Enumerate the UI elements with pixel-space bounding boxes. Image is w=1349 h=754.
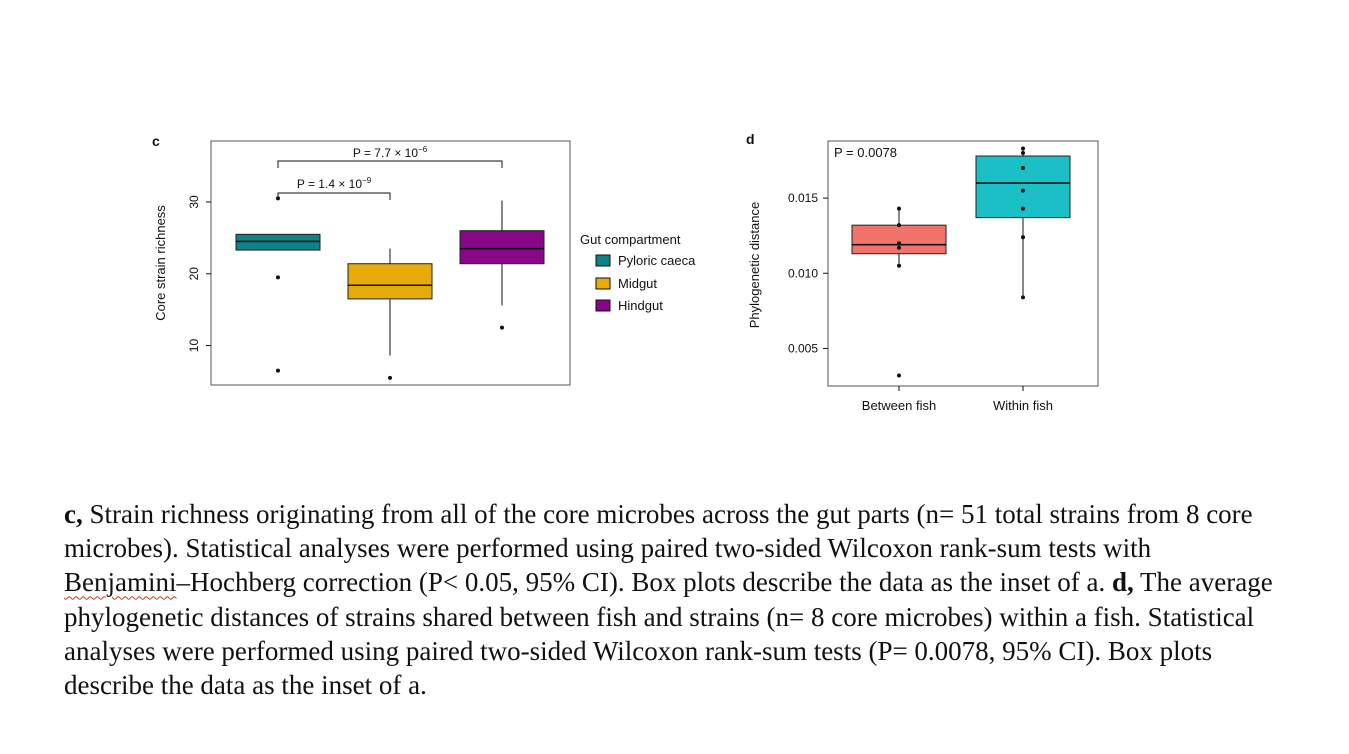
legend-entry-midgut: Midgut <box>618 276 657 291</box>
data-point-between-fish <box>897 206 901 211</box>
significance-bracket-2 <box>277 160 503 168</box>
data-point-within-fish <box>1021 295 1025 300</box>
caption-d-text: The average phylogenetic distances of st… <box>64 567 1273 701</box>
caption-d-label: d, <box>1111 567 1134 598</box>
y-tick-label-20: 20 <box>187 267 201 281</box>
y-tick-label-0: 0.005 <box>788 341 818 355</box>
panel-c-legend: Gut compartment Pyloric caeca Midgut Hin… <box>580 232 696 313</box>
outlier-point-hindgut <box>500 325 504 330</box>
panel-c-plot-frame <box>210 140 571 386</box>
outlier-point-between-fish <box>897 373 901 378</box>
panel-d-y-axis: 0.005 0.010 0.015 <box>788 191 828 355</box>
x-tick-label-within-fish: Within fish <box>993 398 1053 413</box>
box-hindgut <box>459 230 545 265</box>
panel-d-x-axis: Between fish Within fish <box>862 386 1053 413</box>
caption-c-label: c, <box>64 499 83 529</box>
data-point-within-fish <box>1021 146 1025 151</box>
p-value-label-d: P = 0.0078 <box>834 145 897 160</box>
y-tick-label-10: 10 <box>187 339 201 353</box>
legend-swatch-hindgut <box>595 299 611 312</box>
caption-c-text-2: –Hochberg correction (P< 0.05, 95% CI). … <box>176 567 1112 598</box>
p-value-1-exponent: −9 <box>362 176 372 185</box>
caption-c-squiggle-word: Benjamini <box>64 567 177 598</box>
outlier-point-midgut <box>388 375 392 380</box>
panel-c-y-axis: 10 20 30 <box>187 195 211 352</box>
p-value-1-text: P = 1.4 × 10 <box>297 177 362 191</box>
panel-d-boxes <box>851 146 1071 378</box>
y-tick-label-1: 0.010 <box>788 266 818 280</box>
figure-panels: c Core strain richness 10 20 30 P = 1.4 × … <box>152 131 1099 413</box>
p-value-label-2: P = 7.7 × 10−6 <box>353 145 428 160</box>
x-tick-label-between-fish: Between fish <box>862 398 936 413</box>
data-point-within-fish <box>1021 151 1025 156</box>
panel-c-label: c <box>152 133 160 149</box>
panel-c: c Core strain richness 10 20 30 P = 1.4 × … <box>152 133 696 386</box>
y-tick-label-30: 30 <box>187 195 201 209</box>
p-value-2-text: P = 7.7 × 10 <box>353 146 418 160</box>
panel-c-boxes <box>235 196 545 380</box>
p-value-label-1: P = 1.4 × 10−9 <box>297 176 372 191</box>
panel-d-ylabel: Phylogenetic distance <box>747 202 762 328</box>
legend-entry-hindgut: Hindgut <box>618 298 663 313</box>
legend-entry-pyloric-caeca: Pyloric caeca <box>618 253 696 268</box>
caption-c-text-1: Strain richness originating from all of … <box>64 499 1253 564</box>
p-value-2-exponent: −6 <box>418 145 428 154</box>
legend-swatch-pyloric-caeca <box>595 254 611 267</box>
legend-swatch-midgut <box>595 277 611 290</box>
significance-bracket-1 <box>277 192 391 200</box>
panel-c-significance: P = 1.4 × 10−9 P = 7.7 × 10−6 <box>277 145 503 200</box>
panel-d-plot-frame <box>827 140 1099 387</box>
data-point-between-fish <box>897 241 901 246</box>
figure-caption: c, Strain richness originating from all … <box>64 497 1274 702</box>
data-point-between-fish <box>897 245 901 250</box>
data-point-within-fish <box>1021 206 1025 211</box>
data-point-between-fish <box>897 263 901 268</box>
y-tick-label-2: 0.015 <box>788 191 818 205</box>
box-midgut <box>347 263 433 300</box>
data-point-within-fish <box>1021 235 1025 240</box>
outlier-point-pyloric-caeca <box>276 275 280 280</box>
data-point-between-fish <box>897 223 901 228</box>
data-point-within-fish <box>1021 166 1025 171</box>
outlier-point-pyloric-caeca <box>276 368 280 373</box>
data-point-within-fish <box>1021 188 1025 193</box>
panel-c-ylabel: Core strain richness <box>153 205 168 321</box>
legend-title: Gut compartment <box>580 232 681 247</box>
panel-d: d Phylogenetic distance P = 0.0078 0.005… <box>746 131 1099 413</box>
panel-d-label: d <box>746 131 755 147</box>
